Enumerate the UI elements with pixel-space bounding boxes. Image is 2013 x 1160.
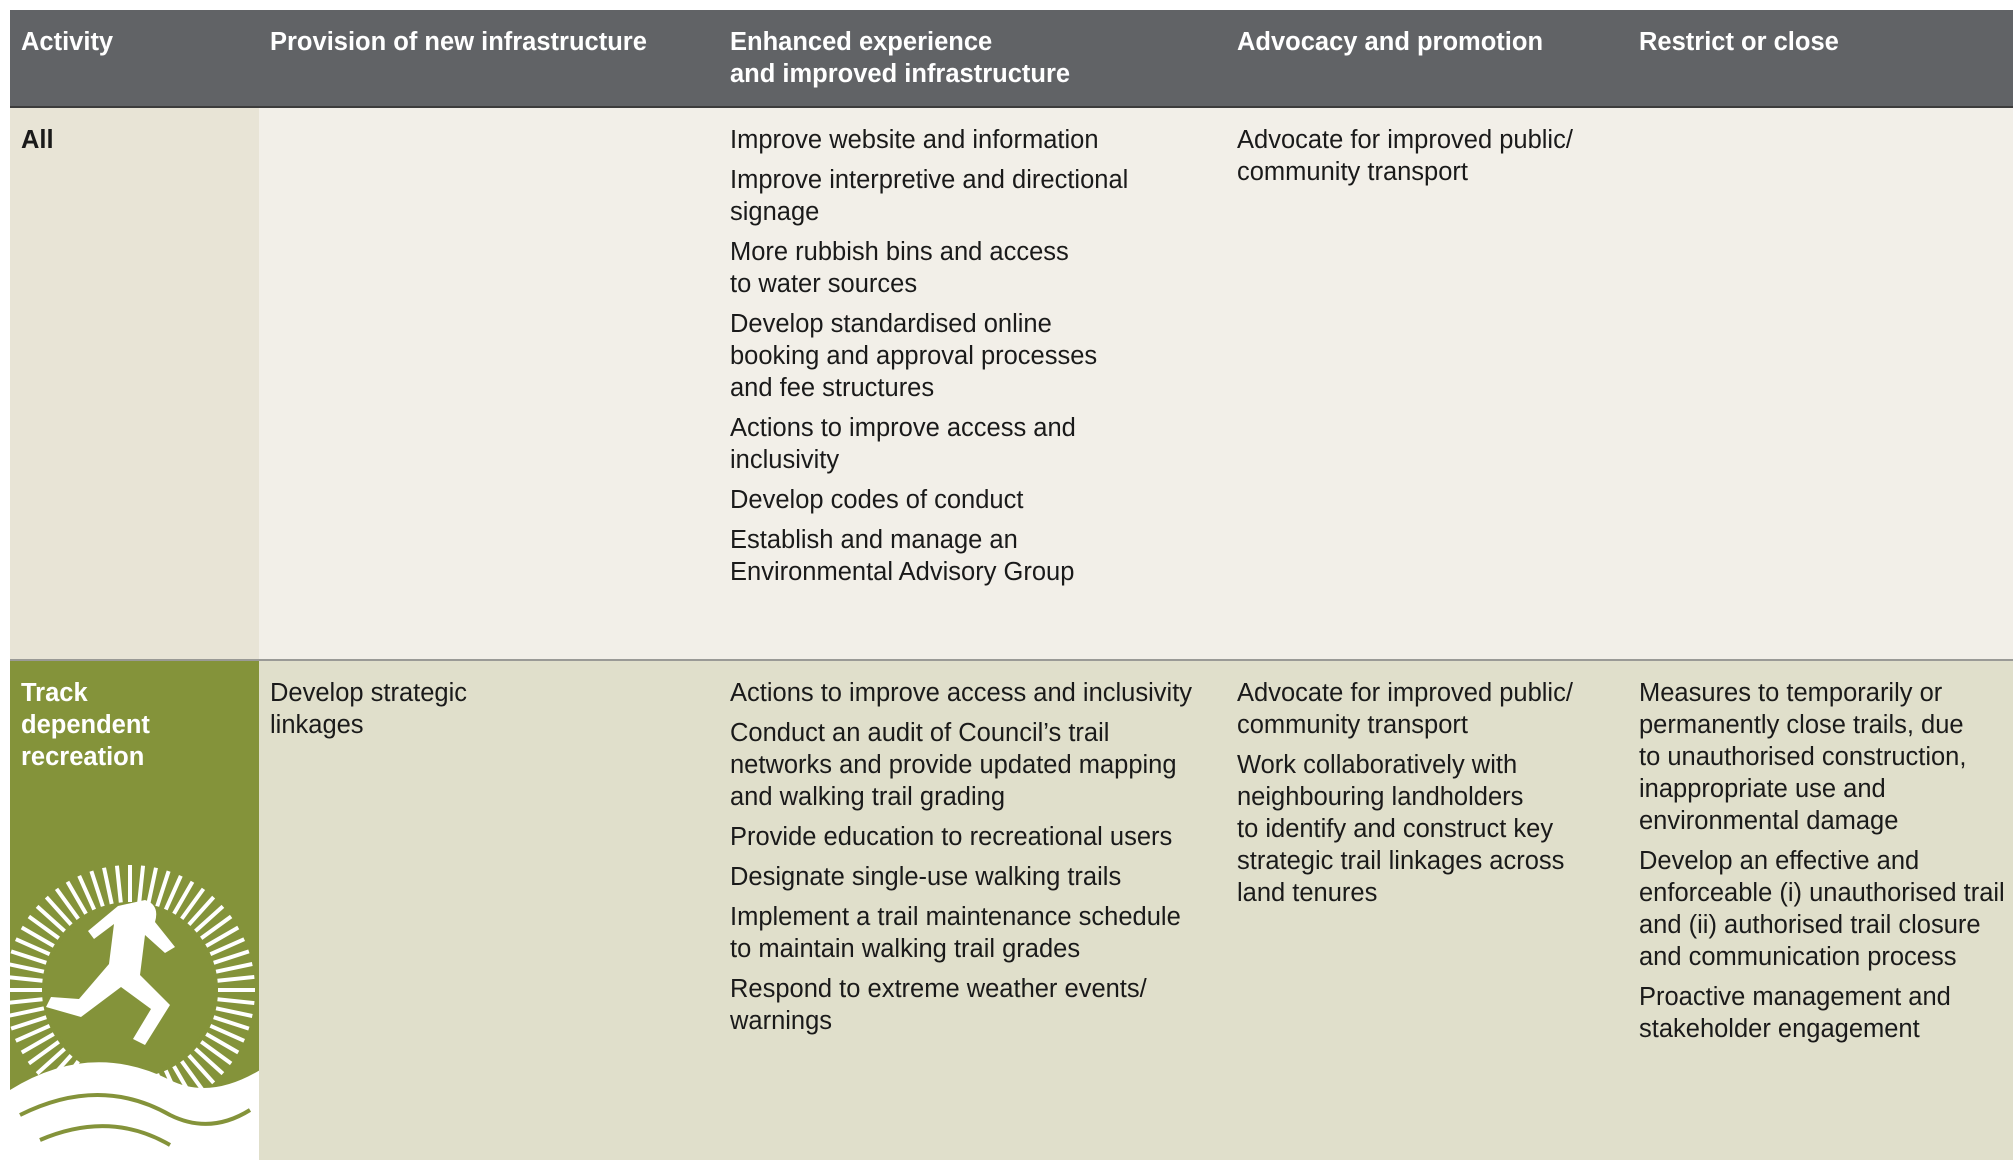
item: Measures to temporarily or permanently c… (1639, 679, 1967, 835)
item: Provide education to recreational users (730, 823, 1173, 851)
item: Improve website and information (730, 126, 1099, 154)
header-cell: Enhanced experience and improved infrast… (719, 10, 1226, 108)
header-cell: Provision of new infrastructure (259, 10, 719, 108)
item: Proactive management and stakeholder eng… (1639, 983, 1951, 1043)
header-cell: Advocacy and promotion (1226, 10, 1628, 108)
activity-cell: All (10, 107, 259, 661)
item: Develop an effective and enforceable (i)… (1639, 847, 2005, 971)
item: Improve interpretive and directional sig… (730, 166, 1129, 226)
item: Develop standardised online booking and … (730, 310, 1098, 402)
header-cell: Activity (10, 10, 259, 108)
cell: Measures to temporarily or permanently c… (1628, 660, 2013, 1160)
cell: Develop strategic linkages (259, 660, 719, 1160)
runner-icon (10, 865, 259, 1160)
item: Actions to improve access and inclusivit… (730, 679, 1193, 707)
table: Activity Provision of new infrastructure E… (10, 10, 2013, 1160)
header-cell: Restrict or close (1628, 10, 2013, 108)
cell: Advocate for improved public/ community … (1226, 107, 1628, 661)
cell (1628, 107, 2013, 661)
item: Develop codes of conduct (730, 486, 1024, 514)
item: Establish and manage an Environmental Ad… (730, 526, 1075, 586)
item: Respond to extreme weather events/ warni… (730, 975, 1147, 1035)
item: Work collaboratively with neighbouring l… (1237, 751, 1565, 907)
cell: Advocate for improved public/ community … (1226, 660, 1628, 1160)
item: Implement a trail maintenance schedule t… (730, 903, 1181, 963)
activity-label: Track dependent recreation (21, 679, 150, 771)
item: Designate single-use walking trails (730, 863, 1122, 891)
page: Activity Provision of new infrastructure E… (10, 10, 2013, 1160)
cell: Actions to improve access and inclusivit… (719, 660, 1226, 1160)
item: Advocate for improved public/ community … (1237, 126, 1573, 186)
item: Actions to improve access and inclusivit… (730, 414, 1076, 474)
item: Develop strategic linkages (270, 679, 468, 739)
item: Advocate for improved public/ community … (1237, 679, 1573, 739)
row: All Improve website and information Improv… (10, 107, 2013, 661)
cell: Improve website and information Improve i… (719, 107, 1226, 661)
item: More rubbish bins and access to water so… (730, 238, 1069, 298)
row: Track dependent recreation Develop strate… (10, 660, 2013, 1160)
activity-cell: Track dependent recreation (10, 660, 259, 1160)
cell (259, 107, 719, 661)
item: Conduct an audit of Council’s trail netw… (730, 719, 1177, 811)
header-row: Activity Provision of new infrastructure E… (10, 10, 2013, 108)
activity-label: All (21, 126, 54, 154)
